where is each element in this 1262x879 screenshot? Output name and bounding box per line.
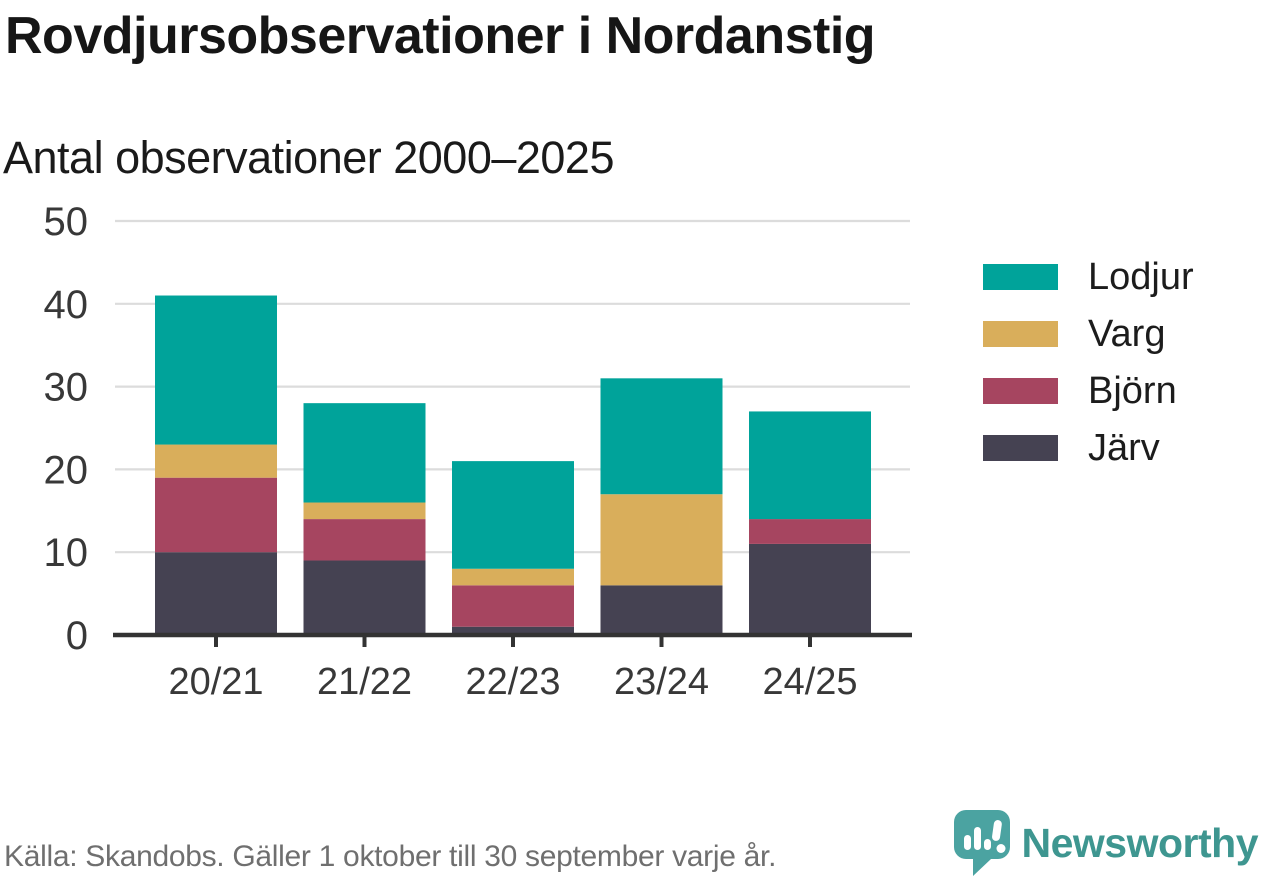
bar-segment bbox=[749, 543, 871, 635]
chart-subtitle: Antal observationer 2000–2025 bbox=[3, 132, 614, 183]
bar-segment bbox=[303, 502, 426, 520]
x-axis-tick-label: 20/21 bbox=[168, 661, 263, 703]
legend-row: Varg bbox=[983, 313, 1194, 355]
y-axis-tick-label: 0 bbox=[66, 614, 88, 658]
bar-segment bbox=[452, 461, 574, 569]
legend-swatch bbox=[983, 264, 1058, 290]
bar-segment bbox=[303, 560, 426, 635]
legend-row: Björn bbox=[983, 370, 1194, 412]
bar-segment bbox=[452, 585, 574, 627]
bar-segment bbox=[452, 568, 574, 586]
bar-segment bbox=[600, 494, 723, 586]
legend-label: Järv bbox=[1088, 427, 1160, 469]
bar-segment bbox=[452, 626, 574, 635]
bar-segment bbox=[155, 444, 277, 478]
legend-label: Björn bbox=[1088, 370, 1177, 412]
legend-label: Varg bbox=[1088, 313, 1166, 355]
legend-label: Lodjur bbox=[1088, 256, 1194, 298]
newsworthy-speech-bubble-bar-chart-icon bbox=[953, 810, 1010, 876]
x-axis-tick-label: 22/23 bbox=[465, 661, 560, 703]
x-axis-tick-label: 21/22 bbox=[317, 661, 412, 703]
bar-segment bbox=[749, 519, 871, 544]
bar-segment bbox=[303, 403, 426, 503]
chart-legend: Lodjur Varg Björn Järv bbox=[983, 256, 1194, 492]
bar-segment bbox=[600, 378, 723, 495]
brand-logo: Newsworthy bbox=[953, 810, 1259, 876]
bar-segment bbox=[155, 295, 277, 445]
legend-swatch bbox=[983, 435, 1058, 461]
bar-segment bbox=[600, 585, 723, 635]
brand-name: Newsworthy bbox=[1021, 819, 1259, 866]
bar-segment bbox=[303, 519, 426, 561]
legend-row: Lodjur bbox=[983, 256, 1194, 298]
bar-segment bbox=[749, 411, 871, 520]
bar-segment bbox=[155, 477, 277, 553]
footer: Källa: Skandobs. Gäller 1 oktober till 3… bbox=[0, 810, 1262, 879]
y-axis-tick-label: 10 bbox=[44, 531, 89, 575]
x-axis-tick-label: 23/24 bbox=[614, 661, 709, 703]
y-axis-tick-label: 40 bbox=[44, 283, 89, 327]
chart-title: Rovdjursobservationer i Nordanstig bbox=[5, 7, 876, 65]
y-axis-tick-label: 30 bbox=[44, 366, 89, 410]
legend-swatch bbox=[983, 321, 1058, 347]
bar-segment bbox=[155, 552, 277, 635]
legend-row: Järv bbox=[983, 427, 1194, 469]
y-axis-tick-label: 50 bbox=[44, 200, 89, 244]
y-axis-tick-label: 20 bbox=[44, 448, 89, 492]
legend-swatch bbox=[983, 378, 1058, 404]
source-note: Källa: Skandobs. Gäller 1 oktober till 3… bbox=[4, 840, 777, 873]
x-axis-tick-label: 24/25 bbox=[762, 661, 857, 703]
